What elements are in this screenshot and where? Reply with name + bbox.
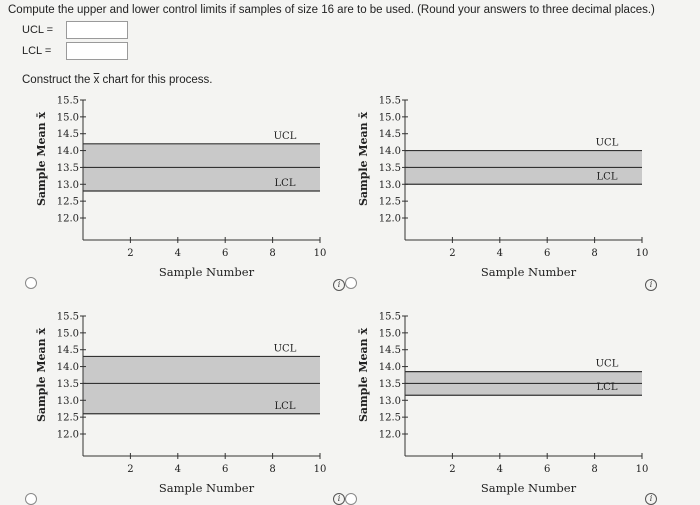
ucl-label: UCL (274, 343, 297, 354)
option-b-radio[interactable] (345, 277, 357, 289)
x-tick-label: 8 (591, 248, 597, 259)
x-tick-label: 4 (175, 464, 181, 475)
x-tick-label: 10 (314, 464, 327, 475)
ucl-label: UCL = (22, 24, 54, 36)
y-tick-label: 12.5 (57, 413, 79, 424)
question-text: Compute the upper and lower control limi… (8, 4, 655, 16)
y-tick-label: 13.0 (57, 180, 79, 191)
x-tick-label: 4 (175, 248, 181, 259)
y-tick-label: 14.0 (379, 362, 401, 373)
y-tick-label: 13.5 (57, 379, 79, 390)
lcl-label: LCL (597, 171, 618, 182)
y-tick-label: 13.5 (57, 163, 79, 174)
y-tick-label: 13.0 (379, 396, 401, 407)
y-tick-label: 15.0 (57, 112, 79, 123)
ucl-label: UCL (596, 359, 619, 370)
y-tick-label: 12.0 (57, 214, 79, 225)
x-axis-title: Sample Number (159, 481, 255, 495)
y-tick-label: 12.5 (379, 413, 401, 424)
ucl-label: UCL (274, 131, 297, 142)
lcl-label: LCL (597, 382, 618, 393)
x-tick-label: 8 (269, 248, 275, 259)
y-tick-label: 15.5 (379, 96, 401, 107)
control-chart-c: UCL LCL 15.5 15.0 14.5 14.0 13.5 13.0 12.5 12.0 2 4… (35, 312, 327, 496)
y-tick-label: 14.5 (57, 345, 79, 356)
control-band (83, 356, 320, 414)
x-tick-label: 10 (314, 248, 327, 259)
construct-instruction: Construct the x chart for this process. (22, 74, 212, 86)
y-tick-label: 12.0 (57, 430, 79, 441)
x-tick-label: 10 (636, 464, 649, 475)
x-axis-title: Sample Number (481, 265, 577, 279)
lcl-label: LCL (275, 178, 296, 189)
lcl-label: LCL = (22, 45, 52, 57)
x-tick-label: 4 (497, 464, 503, 475)
y-tick-label: 12.5 (379, 197, 401, 208)
x-axis-title: Sample Number (481, 481, 577, 495)
y-tick-label: 15.5 (57, 312, 79, 323)
y-tick-label: 13.5 (379, 163, 401, 174)
option-a-radio[interactable] (25, 277, 37, 289)
y-tick-label: 14.5 (379, 345, 401, 356)
y-tick-label: 15.0 (379, 328, 401, 339)
y-tick-label: 14.5 (57, 129, 79, 140)
info-icon[interactable]: i (333, 279, 345, 291)
lcl-row: LCL = (22, 42, 128, 60)
ucl-label: UCL (596, 138, 619, 149)
y-axis-title: Sample Mean x̄ (35, 112, 48, 207)
construct-prefix: Construct the (22, 74, 94, 86)
construct-suffix: chart for this process. (99, 74, 213, 86)
y-tick-label: 14.0 (57, 146, 79, 157)
y-tick-label: 14.0 (57, 362, 79, 373)
lcl-label: LCL (275, 401, 296, 412)
x-tick-label: 10 (636, 248, 649, 259)
info-icon[interactable]: i (645, 279, 657, 291)
x-tick-label: 6 (544, 248, 550, 259)
y-tick-label: 15.5 (379, 312, 401, 323)
y-tick-label: 15.0 (379, 112, 401, 123)
y-tick-label: 12.5 (57, 197, 79, 208)
lcl-input[interactable] (66, 42, 128, 60)
xbar-symbol: x (93, 74, 100, 86)
y-axis-title: Sample Mean x̄ (35, 328, 48, 423)
y-tick-label: 12.0 (379, 214, 401, 225)
x-tick-label: 6 (544, 464, 550, 475)
ucl-row: UCL = (22, 21, 128, 39)
y-tick-label: 14.0 (379, 146, 401, 157)
control-chart-b: UCL LCL 15.5 15.0 14.5 14.0 13.5 13.0 12.5 12.0 2 4… (357, 96, 649, 280)
y-tick-label: 13.0 (379, 180, 401, 191)
control-chart-a: UCL LCL 15.5 15.0 14.5 14.0 13.5 13.0 12.5 12.0 2 4… (35, 96, 327, 280)
y-axis-title: Sample Mean x̄ (357, 112, 370, 207)
x-tick-label: 2 (449, 464, 455, 475)
y-tick-label: 13.5 (379, 379, 401, 390)
info-icon[interactable]: i (333, 493, 345, 505)
x-tick-label: 8 (269, 464, 275, 475)
x-tick-label: 4 (497, 248, 503, 259)
y-tick-label: 15.5 (57, 96, 79, 107)
ucl-input[interactable] (66, 21, 128, 39)
y-tick-label: 15.0 (57, 328, 79, 339)
x-tick-label: 2 (449, 248, 455, 259)
x-tick-label: 8 (591, 464, 597, 475)
y-axis-title: Sample Mean x̄ (357, 328, 370, 423)
y-tick-label: 13.0 (57, 396, 79, 407)
y-tick-label: 14.5 (379, 129, 401, 140)
x-axis-title: Sample Number (159, 265, 255, 279)
y-tick-label: 12.0 (379, 430, 401, 441)
x-tick-label: 6 (222, 248, 228, 259)
control-chart-d: UCL LCL 15.5 15.0 14.5 14.0 13.5 13.0 12.5 12.0 2 4… (357, 312, 649, 496)
x-tick-label: 6 (222, 464, 228, 475)
x-tick-label: 2 (127, 248, 133, 259)
x-tick-label: 2 (127, 464, 133, 475)
